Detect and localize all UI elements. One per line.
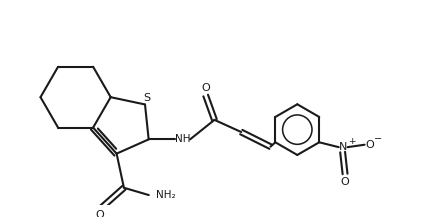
Text: +: +: [347, 137, 354, 146]
Text: O: O: [364, 140, 373, 150]
Text: N: N: [338, 142, 346, 152]
Text: −: −: [373, 134, 381, 144]
Text: S: S: [143, 93, 150, 103]
Text: O: O: [340, 177, 348, 187]
Text: NH: NH: [175, 134, 190, 144]
Text: O: O: [95, 210, 104, 217]
Text: O: O: [201, 83, 210, 93]
Text: NH₂: NH₂: [155, 190, 175, 200]
